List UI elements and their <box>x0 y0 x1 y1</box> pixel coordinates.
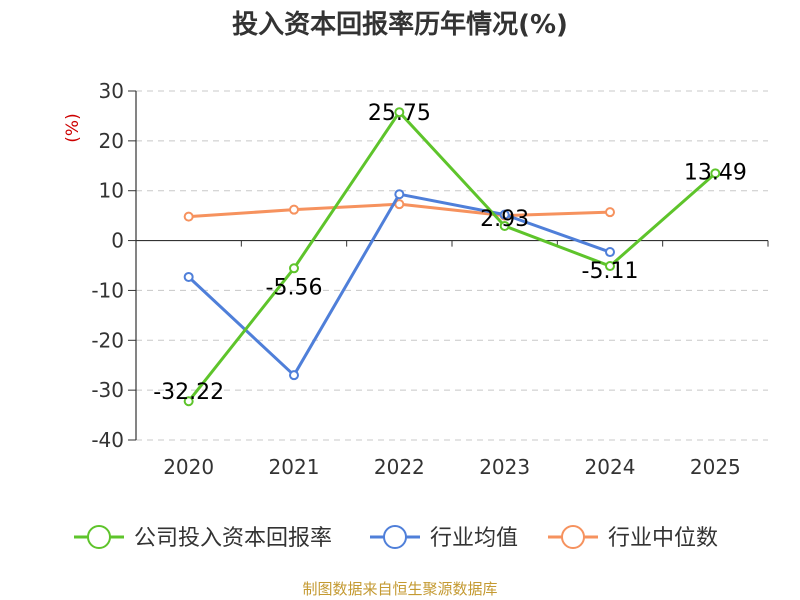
x-tick-label: 2023 <box>479 455 530 479</box>
y-tick-label: -20 <box>91 328 124 352</box>
legend-marker <box>383 525 407 549</box>
legend-marker <box>561 525 585 549</box>
data-label: -5.56 <box>266 275 323 300</box>
y-tick-label: 0 <box>111 229 124 253</box>
data-point <box>710 168 721 179</box>
y-axis-unit: (%) <box>63 113 83 142</box>
data-point <box>394 199 405 210</box>
data-label: 13.49 <box>684 160 747 185</box>
legend-label: 行业中位数 <box>608 526 718 551</box>
series-line <box>187 192 611 377</box>
data-point <box>183 211 194 222</box>
data-point <box>499 220 510 231</box>
series-line <box>187 110 717 403</box>
y-tick-label: 20 <box>99 129 124 153</box>
x-tick-label: 2024 <box>585 455 636 479</box>
data-point <box>289 263 299 274</box>
legend-item[interactable]: 行业中位数 <box>548 525 718 551</box>
data-point <box>394 189 405 200</box>
data-point <box>183 396 194 407</box>
legend-label: 行业均值 <box>430 526 518 551</box>
y-tick-label: 10 <box>99 179 124 203</box>
data-label: 2.93 <box>480 207 529 232</box>
data-point <box>605 247 615 258</box>
data-point <box>499 209 510 220</box>
data-point <box>289 204 299 215</box>
data-point <box>394 107 405 118</box>
data-label: 25.75 <box>368 101 431 126</box>
x-tick-label: 2021 <box>269 455 320 479</box>
data-point <box>183 271 194 282</box>
data-point <box>289 370 299 381</box>
legend-item[interactable]: 行业均值 <box>370 525 518 551</box>
data-label: -5.11 <box>582 259 639 284</box>
legend-label: 公司投入资本回报率 <box>134 526 332 551</box>
y-tick-label: -10 <box>91 278 124 302</box>
x-tick-label: 2020 <box>163 455 214 479</box>
chart-title: 投入资本回报率历年情况(%) <box>232 10 568 40</box>
x-tick-label: 2022 <box>374 455 425 479</box>
y-tick-label: 30 <box>99 79 124 103</box>
data-label: -32.22 <box>153 380 224 405</box>
legend-item[interactable]: 公司投入资本回报率 <box>74 525 332 551</box>
x-tick-label: 2025 <box>690 455 741 479</box>
y-tick-label: -30 <box>91 378 124 402</box>
y-tick-label: -40 <box>91 428 124 452</box>
source-note: 制图数据来自恒生聚源数据库 <box>302 580 498 598</box>
data-point <box>605 207 615 218</box>
legend-marker <box>87 525 111 549</box>
data-point <box>605 261 615 272</box>
